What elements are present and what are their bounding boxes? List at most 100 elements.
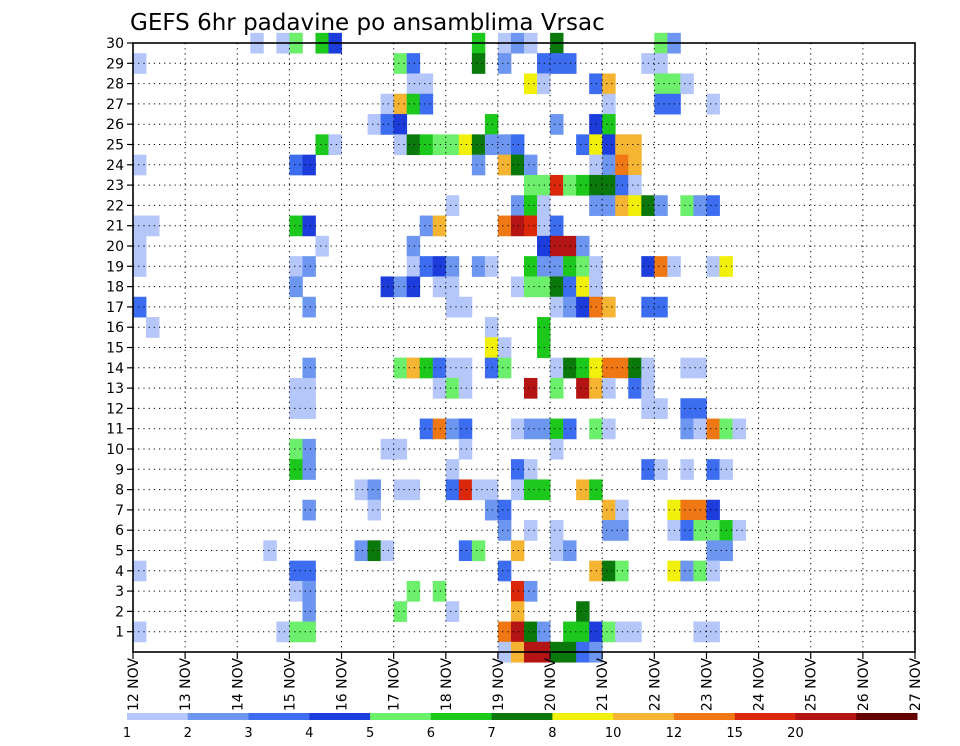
heatmap-cell xyxy=(497,560,512,582)
y-tick-label: 16 xyxy=(106,320,124,336)
heatmap-cell xyxy=(445,256,460,277)
legend-swatch xyxy=(187,713,250,720)
legend-label: 6 xyxy=(427,726,435,741)
heatmap-cell xyxy=(302,215,316,237)
heatmap-cell xyxy=(654,459,668,480)
x-tick-label: 18 NOV xyxy=(439,658,455,712)
heatmap-cell xyxy=(602,418,616,440)
heatmap-cell xyxy=(302,621,316,643)
heatmap-cell xyxy=(302,438,316,460)
heatmap-cell xyxy=(484,256,499,277)
heatmap-cell xyxy=(537,235,551,257)
heatmap-cell xyxy=(550,296,564,318)
y-tick-label: 27 xyxy=(106,97,124,113)
y-tick-label: 7 xyxy=(115,503,124,519)
heatmap-cell xyxy=(537,276,551,298)
heatmap-cell xyxy=(576,256,590,277)
heatmap-cell xyxy=(537,256,551,277)
heatmap-cell xyxy=(680,499,694,521)
heatmap-cell xyxy=(406,134,421,156)
heatmap-cell xyxy=(484,114,499,135)
heatmap-cell xyxy=(628,195,642,216)
heatmap-cell xyxy=(550,540,564,562)
heatmap-cell xyxy=(537,479,551,501)
heatmap-cell xyxy=(497,134,512,156)
heatmap-cell xyxy=(602,621,616,643)
heatmap-cell xyxy=(706,459,720,480)
heatmap-cell xyxy=(445,601,460,622)
heatmap-cell xyxy=(354,479,368,501)
heatmap-cell xyxy=(393,357,408,379)
heatmap-cell xyxy=(510,195,525,216)
heatmap-cell xyxy=(484,479,499,501)
y-tick-label: 5 xyxy=(115,544,124,560)
y-tick-label: 15 xyxy=(106,341,124,357)
heatmap-cell xyxy=(419,73,434,95)
heatmap-cell xyxy=(419,134,434,156)
heatmap-cell xyxy=(302,398,316,419)
heatmap-cell xyxy=(576,174,590,196)
legend-label: 15 xyxy=(726,726,743,741)
heatmap-cell xyxy=(602,73,616,95)
color-legend: 1 2 3 4 5 6 7 8 10 12 15 20 xyxy=(123,713,918,741)
heatmap-cell xyxy=(289,459,303,480)
heatmap-cell xyxy=(576,377,590,399)
x-tick-label: 13 NOV xyxy=(178,658,194,712)
heatmap-cell xyxy=(458,296,473,318)
heatmap-cell xyxy=(497,499,512,521)
heatmap-cell xyxy=(393,601,408,622)
heatmap-cell xyxy=(302,580,316,602)
heatmap-cell xyxy=(537,621,551,643)
heatmap-cell xyxy=(537,418,551,440)
heatmap-cell xyxy=(510,134,525,156)
heatmap-cell xyxy=(537,53,551,74)
x-tick-label: 17 NOV xyxy=(387,658,403,712)
heatmap-cell xyxy=(576,621,590,643)
x-tick-label: 16 NOV xyxy=(335,658,351,712)
heatmap-cell xyxy=(302,459,316,480)
heatmap-cell xyxy=(524,459,538,480)
heatmap-cell xyxy=(380,93,395,115)
heatmap-cell xyxy=(445,195,460,216)
heatmap-cell xyxy=(393,134,408,156)
heatmap-cell xyxy=(576,357,590,379)
heatmap-cell xyxy=(302,560,316,582)
legend-swatch xyxy=(795,713,857,720)
heatmap-cell xyxy=(510,215,525,237)
heatmap-cell xyxy=(445,134,460,156)
heatmap-cell xyxy=(419,256,434,277)
y-tick-label: 2 xyxy=(115,604,124,620)
heatmap-cell xyxy=(628,621,642,643)
heatmap-cell xyxy=(445,459,460,480)
x-tick-label: 15 NOV xyxy=(282,658,298,712)
y-tick-label: 14 xyxy=(106,361,124,377)
heatmap-cell xyxy=(302,154,316,176)
legend-label: 4 xyxy=(305,726,313,741)
x-tick-label: 19 NOV xyxy=(491,658,507,712)
heatmap-cell xyxy=(406,256,421,277)
heatmap-cell xyxy=(445,357,460,379)
heatmap-cell xyxy=(289,215,303,237)
heatmap-cell xyxy=(524,195,538,216)
heatmap-cell xyxy=(706,560,720,582)
heatmap-cell xyxy=(315,134,329,156)
heatmap-cell xyxy=(419,215,434,237)
y-tick-label: 19 xyxy=(106,259,124,275)
heatmap-cell xyxy=(602,377,616,399)
legend-swatch xyxy=(127,713,189,720)
heatmap-cell xyxy=(263,540,277,562)
heatmap-cell xyxy=(602,195,616,216)
legend-label: 8 xyxy=(548,726,556,741)
heatmap-cell xyxy=(471,134,486,156)
heatmap-cell xyxy=(628,357,642,379)
heatmap-cell xyxy=(380,276,395,298)
heatmap-cell xyxy=(497,53,512,74)
x-tick-label: 14 NOV xyxy=(230,658,246,712)
heatmap-cell xyxy=(706,93,720,115)
heatmap-cell xyxy=(354,540,368,562)
y-tick-label: 1 xyxy=(115,625,124,641)
heatmap-cell xyxy=(484,317,499,338)
heatmap-cell xyxy=(550,235,564,257)
legend-swatch xyxy=(552,713,614,720)
